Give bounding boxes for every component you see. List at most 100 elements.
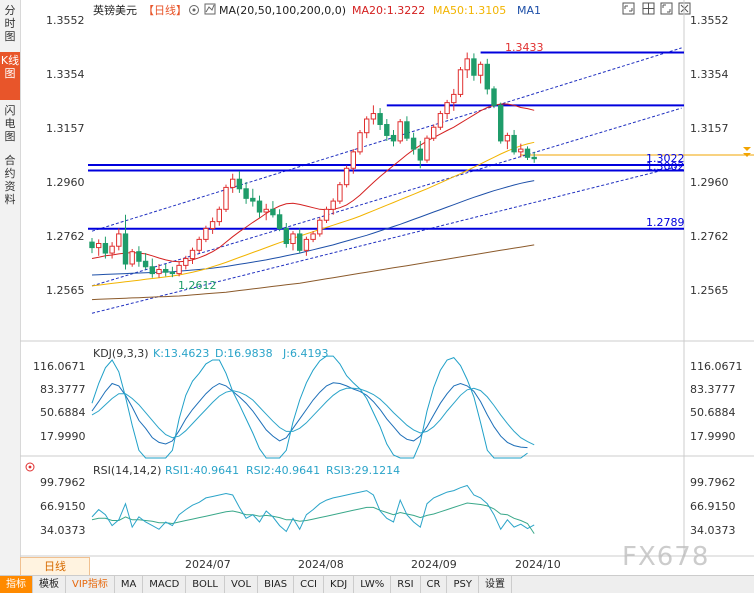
indicator-bias[interactable]: BIAS <box>258 576 295 593</box>
price-tick-left: 1.2960 <box>46 176 85 189</box>
x-label: 2024/08 <box>298 558 344 571</box>
candle-body <box>116 233 122 247</box>
settings-button[interactable]: 设置 <box>479 576 512 593</box>
price-tick-right: 1.2565 <box>690 284 729 297</box>
indicator-cci[interactable]: CCI <box>294 576 325 593</box>
indicator-boll[interactable]: BOLL <box>186 576 225 593</box>
period-title[interactable]: 【日线】 <box>143 3 187 17</box>
rsi-tick-left: 34.0373 <box>40 524 86 537</box>
candle-body <box>357 132 363 153</box>
indicator-psy[interactable]: PSY <box>447 576 479 593</box>
nav-timeshare[interactable]: 分时图 <box>4 4 16 43</box>
candle-body <box>136 251 142 262</box>
tab-vip-indicators[interactable]: VIP指标 <box>66 576 115 593</box>
level-label-1.3002: 1.3002 <box>646 160 685 173</box>
add-window-icon[interactable] <box>622 2 635 15</box>
rsi-settings-icon[interactable] <box>25 462 35 472</box>
candle-body <box>491 88 497 106</box>
candle-body <box>350 151 357 169</box>
kdj-title: KDJ(9,3,3) <box>93 347 149 360</box>
indicator-cr[interactable]: CR <box>421 576 448 593</box>
kdj-tick-left: 83.3777 <box>40 383 86 396</box>
rsi-tick-right: 66.9150 <box>690 500 736 513</box>
ma200-line <box>91 244 535 301</box>
candle-body <box>216 208 223 223</box>
candle-body <box>370 113 377 120</box>
indicator-rsi[interactable]: RSI <box>391 576 421 593</box>
tab-indicators[interactable]: 指标 <box>0 576 33 593</box>
channel-line-0 <box>91 47 682 232</box>
price-tick-left: 1.3157 <box>46 122 85 135</box>
candle-body <box>444 102 450 115</box>
nav-kline[interactable]: K线图 <box>0 52 20 100</box>
candle-body <box>397 121 403 142</box>
candle-body <box>364 118 370 134</box>
indicator-toolbar: 指标 模板 VIP指标 MA MACD BOLL VOL BIAS CCI KD… <box>0 575 754 593</box>
indicator-ma[interactable]: MA <box>115 576 144 593</box>
indicator-lw[interactable]: LW% <box>354 576 392 593</box>
rsi1-line <box>91 484 535 533</box>
chart-canvas: 英镑美元 【日线】 MA(20,50,100,200,0,0) MA20:1.3… <box>20 0 754 571</box>
rsi-title: RSI(14,14,2) <box>93 464 161 477</box>
rsi-tick-right: 99.7962 <box>690 476 736 489</box>
grid-layout-icon[interactable] <box>642 2 655 15</box>
candle-body <box>96 242 102 249</box>
kdj-lines <box>91 355 535 459</box>
fullscreen-icon[interactable] <box>660 2 673 15</box>
watermark: FX678 <box>622 542 710 572</box>
ma-toggle-icon[interactable] <box>204 3 216 15</box>
nav-flash[interactable]: 闪电图 <box>4 104 16 143</box>
candle-body <box>531 156 537 160</box>
kdj-tick-left: 17.9990 <box>40 430 86 443</box>
candle-body <box>176 264 182 275</box>
candle-body <box>390 134 397 142</box>
kdj_d-line <box>91 387 535 446</box>
candle-body <box>498 104 504 142</box>
candle-body <box>149 266 156 275</box>
low-annotation: 1.2612 <box>178 279 217 292</box>
tab-templates[interactable]: 模板 <box>33 576 66 593</box>
candle-body <box>276 214 283 229</box>
candle-body <box>310 233 316 240</box>
kdj-tick-right: 50.6884 <box>690 406 736 419</box>
x-label: 2024/09 <box>411 558 457 571</box>
candle-body <box>417 148 424 161</box>
price-tick-left: 1.3354 <box>46 68 85 81</box>
candle-body <box>303 238 310 251</box>
settings-icon[interactable] <box>189 5 199 15</box>
period-selector[interactable]: 日线 <box>20 557 90 576</box>
candle-body <box>343 167 350 186</box>
price-tick-left: 1.2565 <box>46 284 85 297</box>
candle-body <box>384 123 390 136</box>
high-annotation: 1.3433 <box>505 41 544 54</box>
symbol-title: 英镑美元 <box>93 3 137 17</box>
kdj-tick-left: 116.0671 <box>33 360 86 373</box>
candle-body <box>236 178 243 190</box>
price-tick-right: 1.3552 <box>690 14 729 27</box>
candle-body <box>524 148 531 158</box>
candlesticks <box>89 52 537 278</box>
rsi-tick-right: 34.0373 <box>690 524 736 537</box>
candle-body <box>504 134 511 142</box>
candle-body <box>437 113 444 128</box>
price-tick-right: 1.3157 <box>690 122 729 135</box>
candle-body <box>256 200 263 213</box>
last-price-arrow-icon <box>743 147 751 157</box>
horizontal-levels <box>88 51 684 230</box>
indicator-kdj[interactable]: KDJ <box>324 576 355 593</box>
nav-contract-info[interactable]: 合约资料 <box>4 154 16 206</box>
indicator-vol[interactable]: VOL <box>225 576 259 593</box>
candle-body <box>330 200 336 210</box>
price-tick-left: 1.2762 <box>46 230 85 243</box>
chart-mode-nav: 分时图 K线图 闪电图 合约资料 <box>0 0 21 575</box>
candle-body <box>404 121 410 139</box>
candle-body <box>163 268 169 273</box>
ma1-label: MA1 <box>517 4 541 17</box>
candle-body <box>410 137 417 150</box>
indicator-macd[interactable]: MACD <box>143 576 187 593</box>
candle-body <box>203 227 209 240</box>
candle-body <box>337 184 343 202</box>
kdj_j-line <box>91 355 528 459</box>
kdj-tick-right: 17.9990 <box>690 430 736 443</box>
candle-body <box>471 58 477 76</box>
